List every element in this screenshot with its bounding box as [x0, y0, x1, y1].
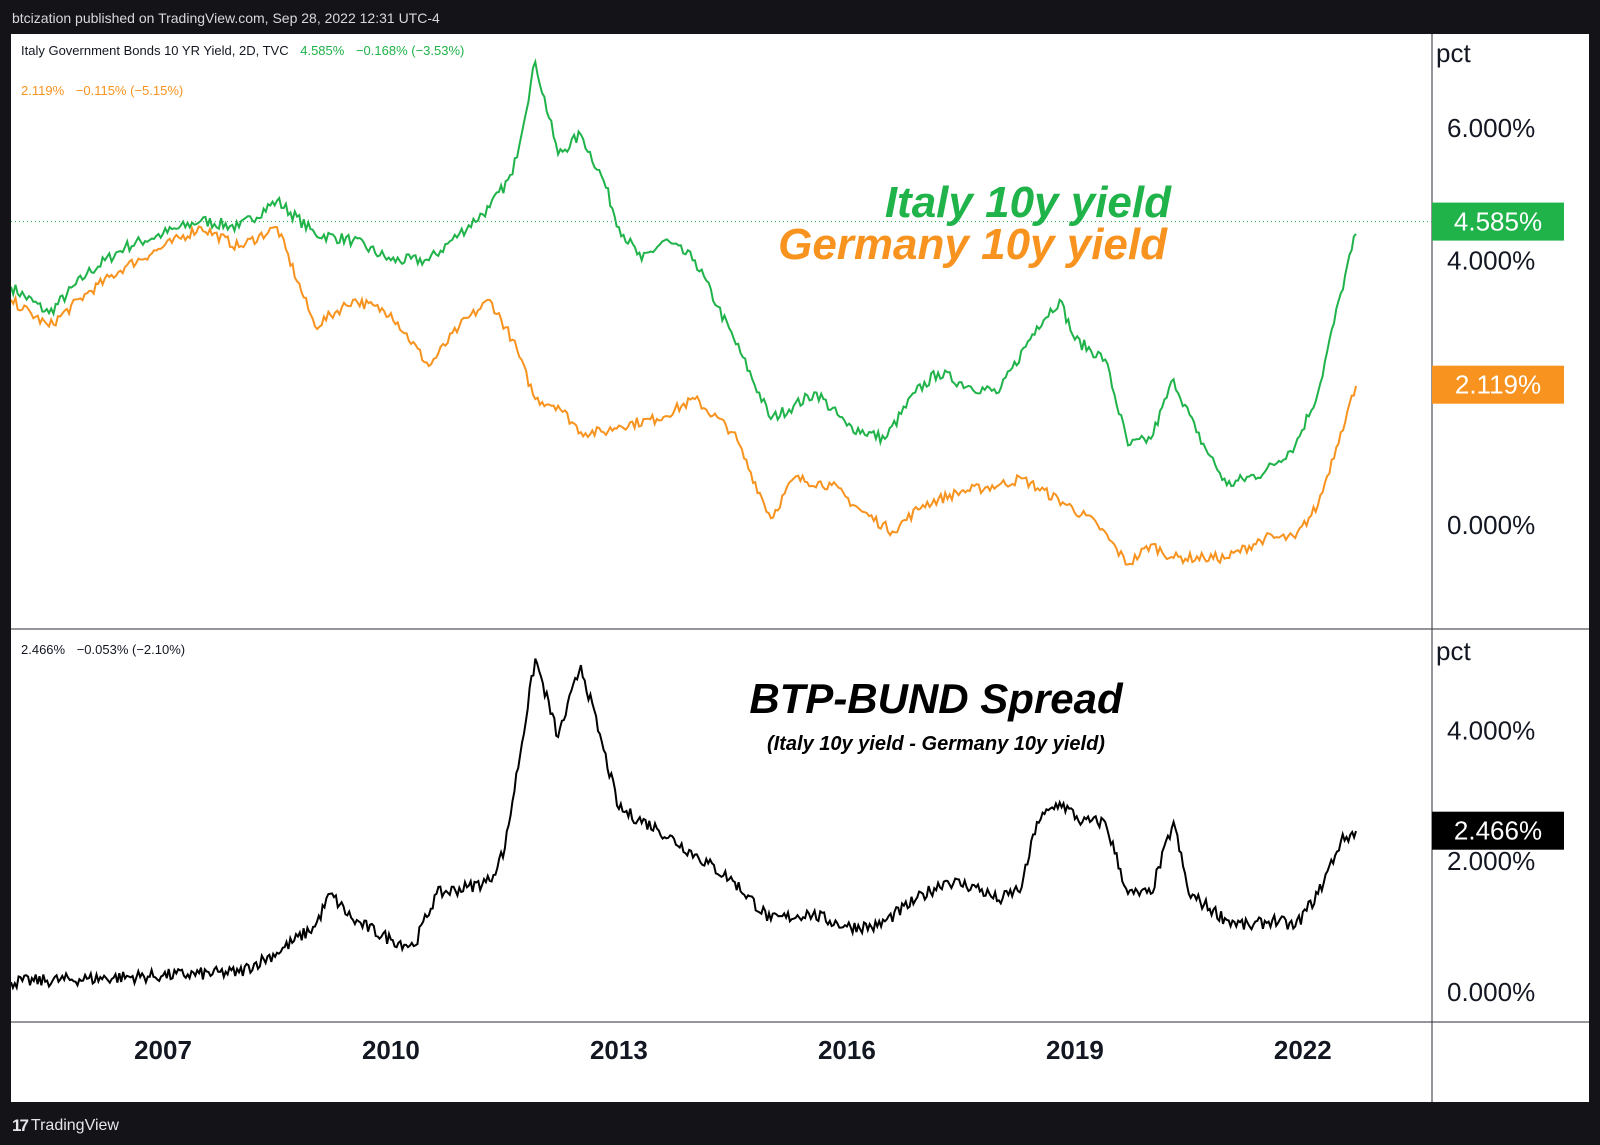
- tradingview-brand[interactable]: 17 TradingView: [12, 1116, 119, 1136]
- y-tick-label: 0.000%: [1447, 510, 1535, 540]
- germany-price-badge: 2.119%: [1432, 365, 1564, 404]
- x-tick-label: 2007: [134, 1035, 192, 1065]
- bottom-y-ticks: 4.000% 2.000% 0.000%: [1447, 716, 1535, 1007]
- legend-italy-change: −0.168% (−3.53%): [356, 43, 464, 58]
- spread-series-line: [11, 658, 1357, 992]
- legend-line-1: Italy Government Bonds 10 YR Yield, 2D, …: [21, 43, 464, 58]
- tradingview-brand-label: TradingView: [30, 1117, 119, 1134]
- germany-price-badge-text: 2.119%: [1455, 370, 1541, 400]
- spread-subtitle: (Italy 10y yield - Germany 10y yield): [767, 733, 1105, 755]
- yield-pane[interactable]: Italy Government Bonds 10 YR Yield, 2D, …: [11, 38, 1564, 566]
- legend-symbol: Italy Government Bonds 10 YR Yield, 2D, …: [21, 43, 289, 58]
- legend-spread: 2.466% −0.053% (−2.10%): [21, 642, 185, 657]
- chart-frame: Italy Government Bonds 10 YR Yield, 2D, …: [11, 34, 1589, 1102]
- italy-series-line: [11, 58, 1357, 488]
- legend-italy-value: 4.585%: [300, 43, 345, 58]
- x-tick-label: 2010: [362, 1035, 420, 1065]
- germany-series-line: [11, 224, 1357, 566]
- legend-germany-value: 2.119%: [21, 83, 65, 98]
- top-unit-label: pct: [1436, 38, 1471, 68]
- top-y-ticks: 6.000% 4.000% 0.000%: [1447, 113, 1535, 540]
- legend-germany-change: −0.115% (−5.15%): [76, 83, 183, 98]
- y-tick-label: 6.000%: [1447, 113, 1535, 143]
- legend-spread-change: −0.053% (−2.10%): [77, 642, 185, 657]
- italy-price-badge-text: 4.585%: [1454, 207, 1542, 237]
- bottom-unit-label: pct: [1436, 636, 1471, 666]
- italy-price-badge-bg: [1432, 202, 1564, 241]
- time-axis[interactable]: 2007 2010 2013 2016 2019 2022: [134, 1035, 1332, 1065]
- italy-annotation: Italy 10y yield: [885, 178, 1172, 227]
- legend-line-2: 2.119% −0.115% (−5.15%): [21, 83, 183, 98]
- footer-bar: 17 TradingView: [0, 1102, 1600, 1145]
- x-tick-label: 2013: [590, 1035, 648, 1065]
- y-tick-label: 4.000%: [1447, 716, 1535, 746]
- spread-price-badge: 2.466%: [1432, 811, 1564, 850]
- y-tick-label: 0.000%: [1447, 977, 1535, 1007]
- x-tick-label: 2022: [1274, 1035, 1332, 1065]
- spread-price-badge-bg: [1432, 811, 1564, 850]
- publisher-header: btcization published on TradingView.com,…: [0, 0, 1600, 34]
- y-tick-label: 4.000%: [1447, 245, 1535, 275]
- x-tick-label: 2016: [818, 1035, 876, 1065]
- y-tick-label: 2.000%: [1447, 846, 1535, 876]
- germany-annotation: Germany 10y yield: [778, 220, 1168, 269]
- legend-spread-value: 2.466%: [21, 642, 66, 657]
- publisher-text: btcization published on TradingView.com,…: [12, 10, 440, 26]
- germany-price-badge-bg: [1432, 365, 1564, 404]
- tradingview-logo-icon: 17: [12, 1116, 29, 1135]
- chart-canvas: Italy Government Bonds 10 YR Yield, 2D, …: [11, 34, 1589, 1102]
- spread-title: BTP-BUND Spread: [749, 675, 1124, 722]
- spread-price-badge-text: 2.466%: [1454, 816, 1542, 846]
- x-tick-label: 2019: [1046, 1035, 1104, 1065]
- spread-pane[interactable]: 2.466% −0.053% (−2.10%) pct 4.000% 2.000%…: [11, 636, 1564, 1007]
- italy-price-badge: 4.585%: [1432, 202, 1564, 241]
